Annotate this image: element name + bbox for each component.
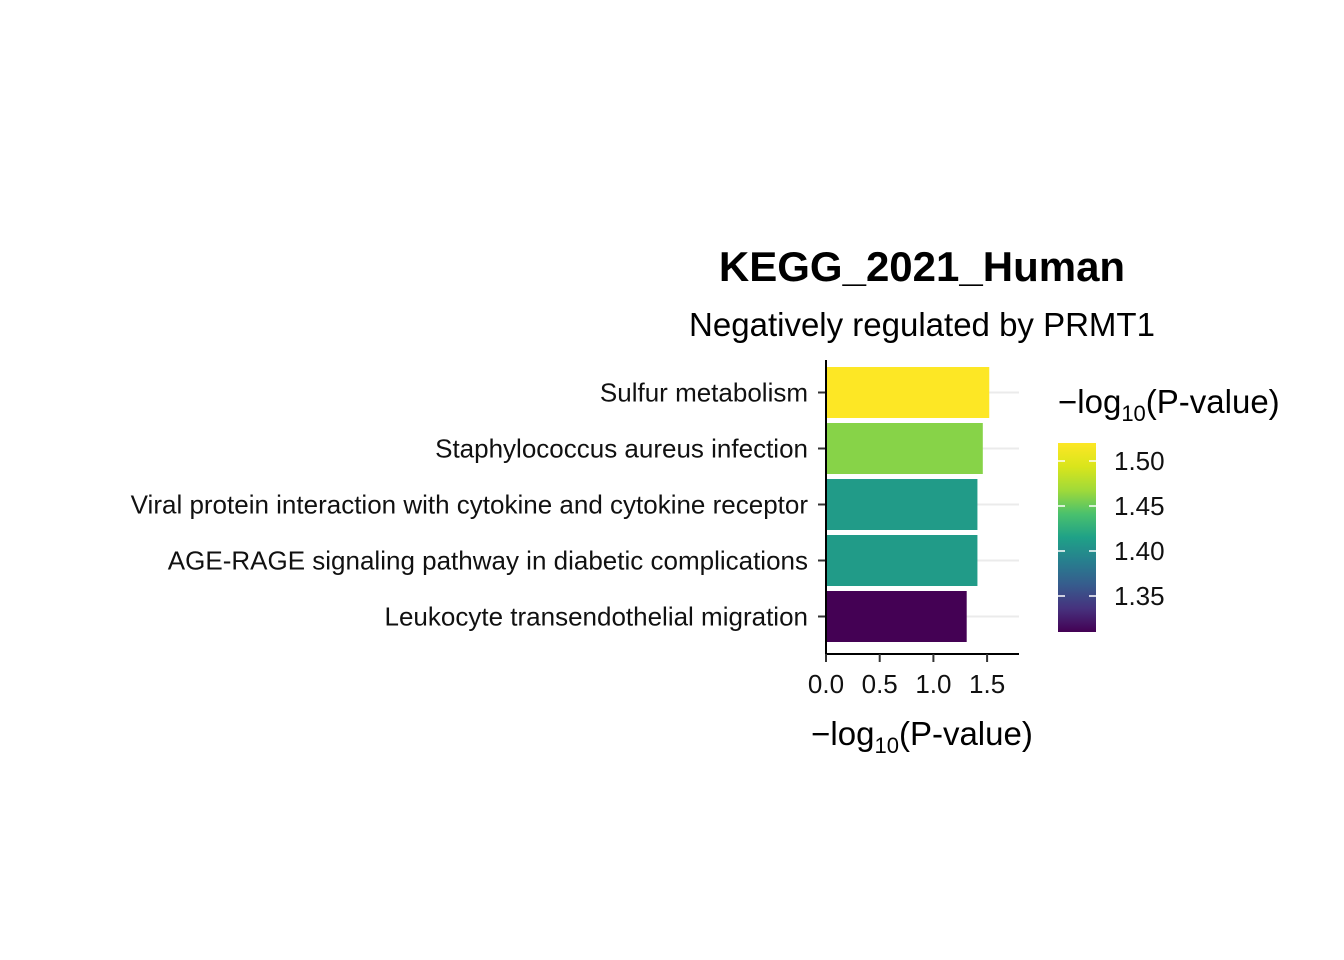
- legend-title: −log10(P-value): [1058, 383, 1280, 426]
- bar: [826, 591, 967, 642]
- legend-title-suffix: (P-value): [1146, 383, 1280, 420]
- x-tick-label: 0.5: [862, 669, 898, 699]
- category-label: Leukocyte transendothelial migration: [385, 602, 808, 632]
- x-axis-title-suffix: (P-value): [899, 715, 1033, 752]
- legend-tick-label: 1.40: [1114, 536, 1165, 566]
- x-axis-title-prefix: −log: [811, 715, 874, 752]
- x-axis-title-sub: 10: [874, 733, 898, 758]
- bar: [826, 367, 990, 418]
- x-axis-title: −log10(P-value): [811, 715, 1033, 758]
- bar: [826, 479, 978, 530]
- legend-title-prefix: −log: [1058, 383, 1121, 420]
- bar: [826, 535, 978, 586]
- category-label: Staphylococcus aureus infection: [435, 434, 808, 464]
- category-label: AGE-RAGE signaling pathway in diabetic c…: [168, 546, 808, 576]
- bars: [826, 367, 990, 642]
- x-tick-label: 1.0: [915, 669, 951, 699]
- legend-ticks: 1.50 1.45 1.40 1.35: [1058, 446, 1165, 611]
- legend-tick-label: 1.50: [1114, 446, 1165, 476]
- legend-tick-label: 1.35: [1114, 581, 1165, 611]
- x-ticks: 0.0 0.5 1.0 1.5: [808, 654, 1005, 699]
- category-label: Sulfur metabolism: [600, 378, 808, 408]
- legend-title-sub: 10: [1121, 401, 1145, 426]
- legend-colorbar: [1058, 443, 1096, 632]
- legend-tick-label: 1.45: [1114, 491, 1165, 521]
- x-tick-label: 0.0: [808, 669, 844, 699]
- x-tick-label: 1.5: [969, 669, 1005, 699]
- legend: −log10(P-value) 1.50 1.45 1.40 1.35: [1058, 383, 1280, 632]
- chart-subtitle: Negatively regulated by PRMT1: [689, 306, 1155, 343]
- chart-title: KEGG_2021_Human: [719, 243, 1125, 290]
- bar: [826, 423, 983, 474]
- category-label: Viral protein interaction with cytokine …: [131, 490, 809, 520]
- category-labels: Sulfur metabolism Staphylococcus aureus i…: [131, 378, 826, 632]
